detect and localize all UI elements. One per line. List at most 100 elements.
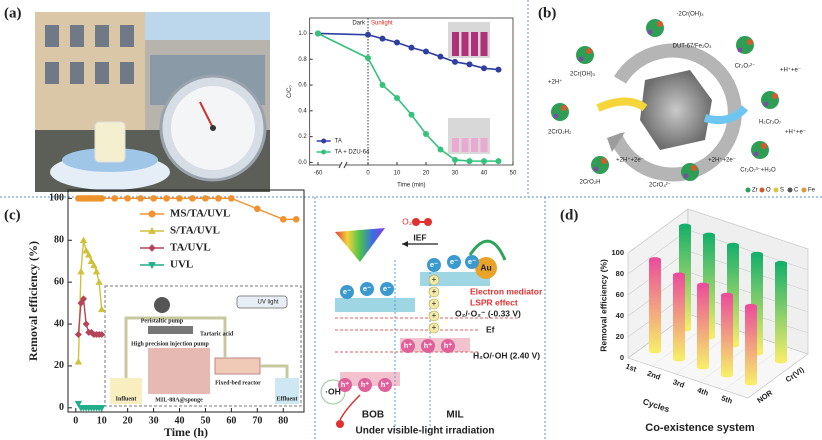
step-label: Cr₂O₇²⁻ [735, 64, 756, 70]
bar-base [745, 380, 757, 386]
x-tick-label: 0 [73, 415, 78, 426]
carrier [340, 285, 354, 299]
point [379, 82, 386, 89]
x-tick-label: 60 [226, 415, 236, 426]
x-tick-label: 20 [423, 171, 430, 177]
z-tick-label: 60 [616, 290, 624, 299]
step-label: +H⁺+e⁻ [785, 129, 806, 136]
x-tick-label: 70 [252, 415, 262, 426]
bar-top [679, 223, 691, 229]
bar-top [727, 242, 739, 248]
center-label: DUT-67/Fe₂O₃ [673, 44, 712, 50]
bar-top [697, 282, 709, 288]
marker [111, 195, 118, 202]
bar-top [721, 292, 733, 298]
plus-charge [428, 286, 440, 298]
point [466, 61, 473, 68]
marker [90, 261, 98, 269]
carrier [338, 378, 352, 392]
bar-top [673, 272, 685, 278]
vial [480, 32, 488, 56]
inset-label: Tartaric acid [200, 331, 234, 337]
bar [697, 285, 709, 367]
marker [95, 278, 103, 285]
step-label: 2CrO₂H₂ [548, 130, 572, 136]
z-tick-label: 0 [620, 353, 624, 362]
legend-label: TA + DZU-64 [335, 150, 370, 156]
y-tick-label: 0.4 [298, 108, 307, 114]
point [437, 146, 444, 153]
y-tick-label: 20 [54, 360, 64, 371]
marker [176, 195, 183, 202]
bob-label: BOB [362, 410, 384, 421]
panel-label: (a) [4, 5, 22, 21]
marker [98, 405, 106, 412]
carrier [380, 282, 394, 296]
bar-base [697, 364, 709, 370]
x-tick-label: 0 [366, 171, 370, 177]
carrier-label: e⁻ [343, 287, 351, 296]
vial [461, 138, 469, 152]
bar [721, 295, 733, 375]
marker [279, 216, 287, 223]
point [452, 58, 458, 65]
hydroxyl-label: ·OH [325, 386, 341, 396]
inset-label: High precision injection pump [131, 341, 209, 347]
point [423, 131, 429, 138]
z-tick-label: 40 [616, 311, 624, 320]
marker [163, 195, 170, 202]
point [466, 158, 473, 165]
axis-break [338, 161, 343, 169]
legend-marker [321, 149, 327, 155]
marker [189, 195, 196, 202]
plus-charge [428, 322, 440, 334]
legend-label: S [780, 188, 784, 194]
step-label: Cr₂O₇³⁻+H₂O [740, 168, 776, 174]
inset-label: Fixed-bed reactor [215, 380, 261, 386]
legend-marker [321, 138, 327, 144]
legend-marker [148, 226, 156, 234]
carrier [441, 339, 455, 353]
category-label: 3rd [672, 377, 686, 390]
category-label: 4th [696, 385, 710, 397]
legend-dot [759, 187, 765, 193]
bar-base [649, 348, 661, 354]
x-tick-label: 30 [149, 415, 159, 426]
x-tick-label: -60 [314, 171, 323, 177]
carrier-label: h⁺ [361, 380, 370, 389]
plus-label: + [432, 275, 437, 284]
cb-potential: O₂/·O₂⁻ (-0.33 V) [455, 308, 521, 318]
photo [35, 12, 270, 192]
cycle-diagram [551, 19, 779, 182]
point [423, 48, 429, 55]
au-label: Au [480, 262, 491, 272]
superoxide-label: ·O₂⁻ [503, 262, 521, 272]
category-label: 1st [624, 362, 638, 374]
caption: Under visible-light irradiation [356, 426, 495, 437]
vial [480, 138, 488, 152]
plus-charge [428, 298, 440, 310]
legend-marker [148, 262, 156, 270]
carrier [447, 255, 461, 269]
bar-base [721, 372, 733, 378]
bar [649, 259, 661, 351]
inset-schematic [104, 285, 302, 407]
z-tick-label: 80 [616, 269, 624, 278]
y-tick-label: 100 [49, 193, 64, 204]
o2-label: O₂ [402, 216, 412, 226]
point [379, 35, 386, 42]
x-tick-label: 40 [175, 415, 185, 426]
fermi-label: Ef [486, 324, 495, 334]
ief-label: IEF [413, 232, 426, 242]
marker [92, 267, 101, 275]
vb-potential: H₂O/·OH (2.40 V) [473, 350, 540, 360]
marker [202, 195, 209, 202]
carrier-label: h⁺ [341, 380, 350, 389]
carrier-label: e⁻ [468, 257, 476, 266]
step-label: H₂Cr₂O₇ [759, 120, 781, 126]
carrier [421, 339, 435, 353]
lspr-label: LSPR effect [470, 297, 518, 307]
point [365, 31, 371, 38]
axis-break [343, 161, 348, 169]
